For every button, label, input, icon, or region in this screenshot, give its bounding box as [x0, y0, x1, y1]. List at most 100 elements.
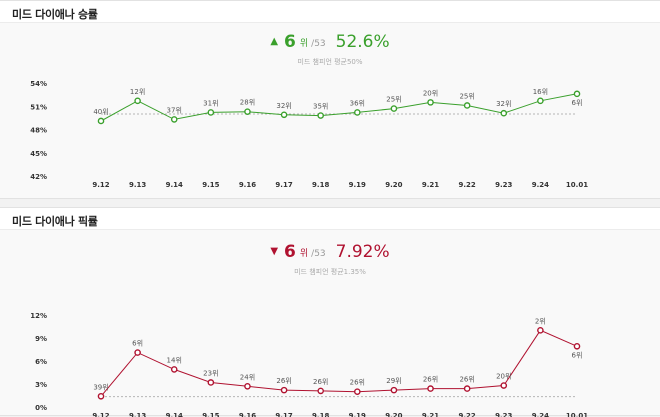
win-rate-body: ▲ 6 위/53 52.6% 미드 챔피언 평균50% 54% 51% 48% 45% 42%… — [0, 22, 660, 198]
win-rate-data-point[interactable] — [390, 105, 398, 112]
pick-rate-data-point[interactable] — [280, 386, 288, 394]
win-rate-data-point[interactable] — [97, 117, 105, 125]
win-rate-y-tick-label: 48% — [30, 127, 47, 135]
win-rate-data-point[interactable] — [573, 90, 581, 98]
pick-rate-rank-label: 6위 — [132, 340, 143, 348]
pick-rate-series-line — [100, 329, 578, 397]
win-rate-y-tick-label: 45% — [30, 150, 47, 158]
pick-rate-x-tick-label: 9.19 — [349, 412, 366, 417]
win-rate-panel: 미드 다이애나 승률 ▲ 6 위/53 52.6% 미드 챔피언 평균50% 54% 5… — [0, 0, 660, 199]
pick-rate-x-tick-label: 9.23 — [495, 412, 512, 417]
pick-rate-data-point[interactable] — [390, 386, 398, 394]
pick-rate-x-tick-label: 9.20 — [385, 412, 402, 417]
pick-rate-x-tick-label: 9.17 — [275, 412, 292, 417]
triangle-down-icon: ▼ — [270, 246, 279, 257]
win-rate-chart: 54% 51% 48% 45% 42% 9.12 9.13 9.14 9.15 9.16 9.17 9… — [30, 80, 588, 189]
pick-rate-rank-label: 26위 — [423, 376, 438, 384]
pick-rate-rank-label: 14위 — [167, 356, 182, 364]
pick-rate-y-tick-label: 0% — [35, 404, 47, 412]
pick-rate-x-tick-label: 9.21 — [422, 412, 439, 417]
win-rate-data-point[interactable] — [463, 102, 471, 109]
win-rate-data-point[interactable] — [244, 108, 251, 115]
win-rate-data-point[interactable] — [207, 109, 215, 116]
win-rate-data-point[interactable] — [280, 111, 288, 119]
pick-rate-x-tick-label: 9.14 — [166, 412, 183, 417]
pick-rate-rank-label: 26위 — [350, 379, 365, 387]
pick-rate-value: 7.92% — [335, 242, 390, 262]
pick-rate-data-point[interactable] — [500, 382, 508, 389]
win-rate-series-line — [100, 93, 578, 122]
win-rate-rank-unit: 위 — [299, 39, 309, 49]
pick-rate-x-tick-label: 9.18 — [312, 412, 329, 417]
win-rate-data-point[interactable] — [317, 112, 324, 119]
win-rate-x-tick-label: 9.18 — [312, 181, 329, 189]
win-rate-x-tick-label: 9.13 — [129, 181, 146, 189]
pick-rate-rank-label: 29위 — [386, 377, 401, 385]
win-rate-data-point[interactable] — [354, 109, 361, 116]
pick-rate-rank-label: 26위 — [313, 378, 328, 386]
pick-rate-data-point[interactable] — [170, 366, 178, 373]
win-rate-rank-label: 31위 — [203, 99, 218, 107]
win-rate-x-tick-label: 9.22 — [459, 181, 476, 189]
pick-rate-data-point[interactable] — [207, 379, 215, 386]
pick-rate-rank: 6 — [284, 242, 296, 262]
pick-rate-title: 미드 다이애나 픽률 — [12, 215, 98, 228]
triangle-up-icon: ▲ — [270, 36, 279, 47]
win-rate-rank-label: 16위 — [533, 88, 548, 96]
win-rate-rank-label: 12위 — [130, 88, 145, 96]
win-rate-y-tick-label: 42% — [30, 173, 47, 181]
win-rate-y-tick-label: 54% — [30, 80, 47, 88]
pick-rate-rank-total: /53 — [311, 249, 326, 259]
win-rate-rank-total: /53 — [311, 39, 326, 49]
win-rate-x-tick-label: 9.15 — [202, 181, 219, 189]
win-rate-x-tick-label: 9.23 — [495, 181, 512, 189]
win-rate-rank-label: 35위 — [313, 103, 328, 111]
pick-rate-data-point[interactable] — [354, 388, 361, 395]
pick-rate-data-point[interactable] — [537, 327, 544, 334]
pick-rate-y-tick-label: 6% — [35, 358, 47, 366]
win-rate-x-tick-label: 9.14 — [166, 181, 183, 189]
pick-rate-x-tick-label: 9.22 — [459, 412, 476, 417]
pick-rate-data-point[interactable] — [244, 382, 251, 390]
pick-rate-body: ▼ 6 위/53 7.92% 미드 챔피언 평균1.35% 12% 9% 6% 3% 0% 9.… — [0, 229, 660, 417]
win-rate-data-point[interactable] — [537, 97, 544, 105]
win-rate-rank-label: 6위 — [572, 99, 583, 107]
pick-rate-data-point[interactable] — [317, 387, 324, 395]
win-rate-data-point[interactable] — [500, 109, 508, 117]
pick-rate-y-tick-label: 9% — [35, 335, 47, 343]
win-rate-rank-label: 20위 — [423, 89, 438, 97]
pick-rate-rank-label: 39위 — [93, 383, 108, 391]
pick-rate-data-point[interactable] — [463, 385, 471, 392]
pick-rate-x-tick-label: 10.01 — [566, 412, 588, 417]
pick-rate-data-point[interactable] — [134, 349, 141, 356]
win-rate-title: 미드 다이애나 승률 — [12, 8, 98, 21]
win-rate-data-point[interactable] — [427, 99, 434, 106]
win-rate-summary: ▲ 6 위/53 52.6% — [0, 32, 660, 52]
pick-rate-y-tick-label: 12% — [30, 312, 47, 320]
pick-rate-rank-unit: 위 — [299, 249, 309, 259]
win-rate-x-tick-label: 9.20 — [385, 181, 402, 189]
pick-rate-rank-label: 26위 — [276, 377, 291, 385]
pick-rate-x-tick-label: 9.16 — [239, 412, 256, 417]
win-rate-x-tick-label: 9.12 — [92, 181, 109, 189]
pick-rate-rank-label: 23위 — [203, 369, 218, 377]
pick-rate-rank-label: 2위 — [535, 317, 546, 325]
pick-rate-data-point[interactable] — [97, 392, 105, 400]
win-rate-data-point[interactable] — [170, 116, 178, 123]
win-rate-x-tick-label: 9.17 — [275, 181, 292, 189]
win-rate-average: 미드 챔피언 평균50% — [297, 58, 363, 66]
pick-rate-data-point[interactable] — [427, 385, 434, 392]
win-rate-x-tick-label: 9.16 — [239, 181, 256, 189]
pick-rate-x-tick-label: 9.12 — [92, 412, 109, 417]
pick-rate-panel: 미드 다이애나 픽률 ▼ 6 위/53 7.92% 미드 챔피언 평균1.35% 12… — [0, 207, 660, 417]
win-rate-rank-label: 37위 — [167, 106, 182, 114]
pick-rate-chart: 12% 9% 6% 3% 0% 9.12 9.13 9.14 9.15 9.16 9.17 9.18 9… — [30, 312, 588, 417]
win-rate-rank-label: 32위 — [276, 102, 291, 110]
pick-rate-data-point[interactable] — [573, 342, 581, 350]
win-rate-x-tick-label: 10.01 — [566, 181, 588, 189]
win-rate-data-point[interactable] — [134, 97, 141, 105]
win-rate-x-tick-label: 9.19 — [349, 181, 366, 189]
pick-rate-rank-label: 20위 — [496, 373, 511, 381]
pick-rate-rank-label: 6위 — [572, 351, 583, 359]
win-rate-rank-label: 40위 — [93, 108, 108, 116]
